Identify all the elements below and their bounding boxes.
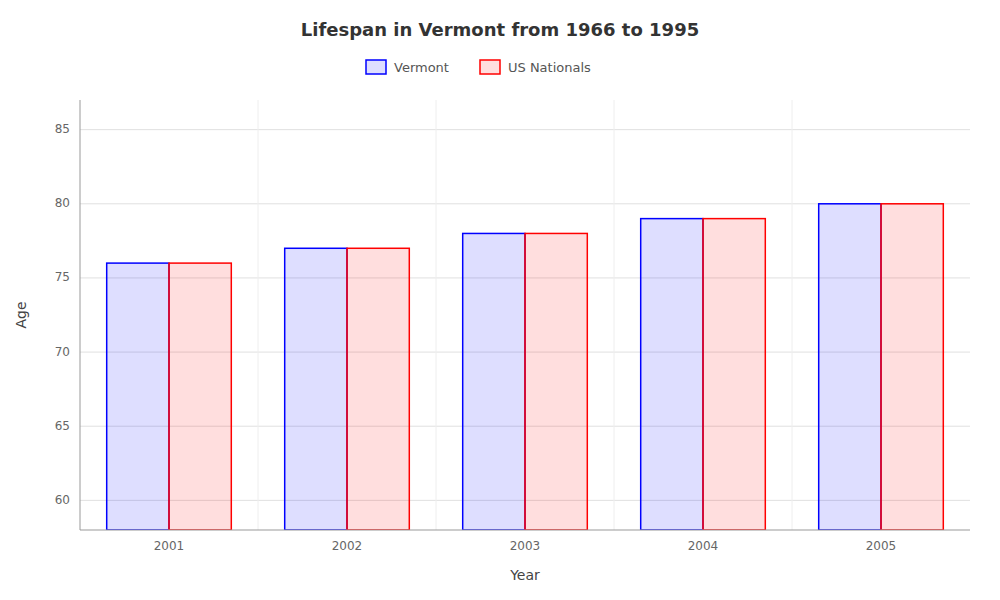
group-divider xyxy=(614,100,615,530)
legend: Vermont US Nationals xyxy=(366,60,591,75)
chart: 60 65 70 75 80 85 2001 2002 2003 2004 2005 Lifespan… xyxy=(0,0,1000,600)
bar xyxy=(525,233,587,530)
legend-label: US Nationals xyxy=(508,60,591,75)
bar xyxy=(641,219,703,530)
bar xyxy=(703,219,765,530)
group-divider xyxy=(436,100,437,530)
legend-swatch xyxy=(480,60,500,74)
bar xyxy=(169,263,231,530)
bar xyxy=(347,248,409,530)
bar xyxy=(881,204,943,530)
bar xyxy=(463,233,525,530)
grid xyxy=(80,100,970,530)
group-divider xyxy=(258,100,259,530)
chart-container: 60 65 70 75 80 85 2001 2002 2003 2004 2005 Lifespan… xyxy=(0,0,1000,600)
x-axis-line xyxy=(80,530,970,531)
y-tick-label: 60 xyxy=(55,493,70,507)
bar xyxy=(285,248,347,530)
legend-swatch xyxy=(366,60,386,74)
y-tick-label: 70 xyxy=(55,345,70,359)
grid-line xyxy=(80,129,970,130)
x-tick-label: 2002 xyxy=(332,539,363,553)
y-axis-label: Age xyxy=(13,301,29,328)
title: Lifespan in Vermont from 1966 to 1995 xyxy=(301,19,699,40)
y-tick-label: 65 xyxy=(55,419,70,433)
bar xyxy=(107,263,169,530)
y-tick-label: 80 xyxy=(55,196,70,210)
x-tick-label: 2005 xyxy=(866,539,897,553)
y-tick-label: 85 xyxy=(55,122,70,136)
bars xyxy=(107,204,944,530)
y-axis-line xyxy=(80,100,81,530)
legend-label: Vermont xyxy=(394,60,449,75)
group-divider xyxy=(792,100,793,530)
y-tick-label: 75 xyxy=(55,270,70,284)
x-axis-label: Year xyxy=(509,567,540,583)
bar xyxy=(819,204,881,530)
x-tick-label: 2003 xyxy=(510,539,541,553)
x-tick-label: 2001 xyxy=(154,539,185,553)
x-tick-label: 2004 xyxy=(688,539,719,553)
